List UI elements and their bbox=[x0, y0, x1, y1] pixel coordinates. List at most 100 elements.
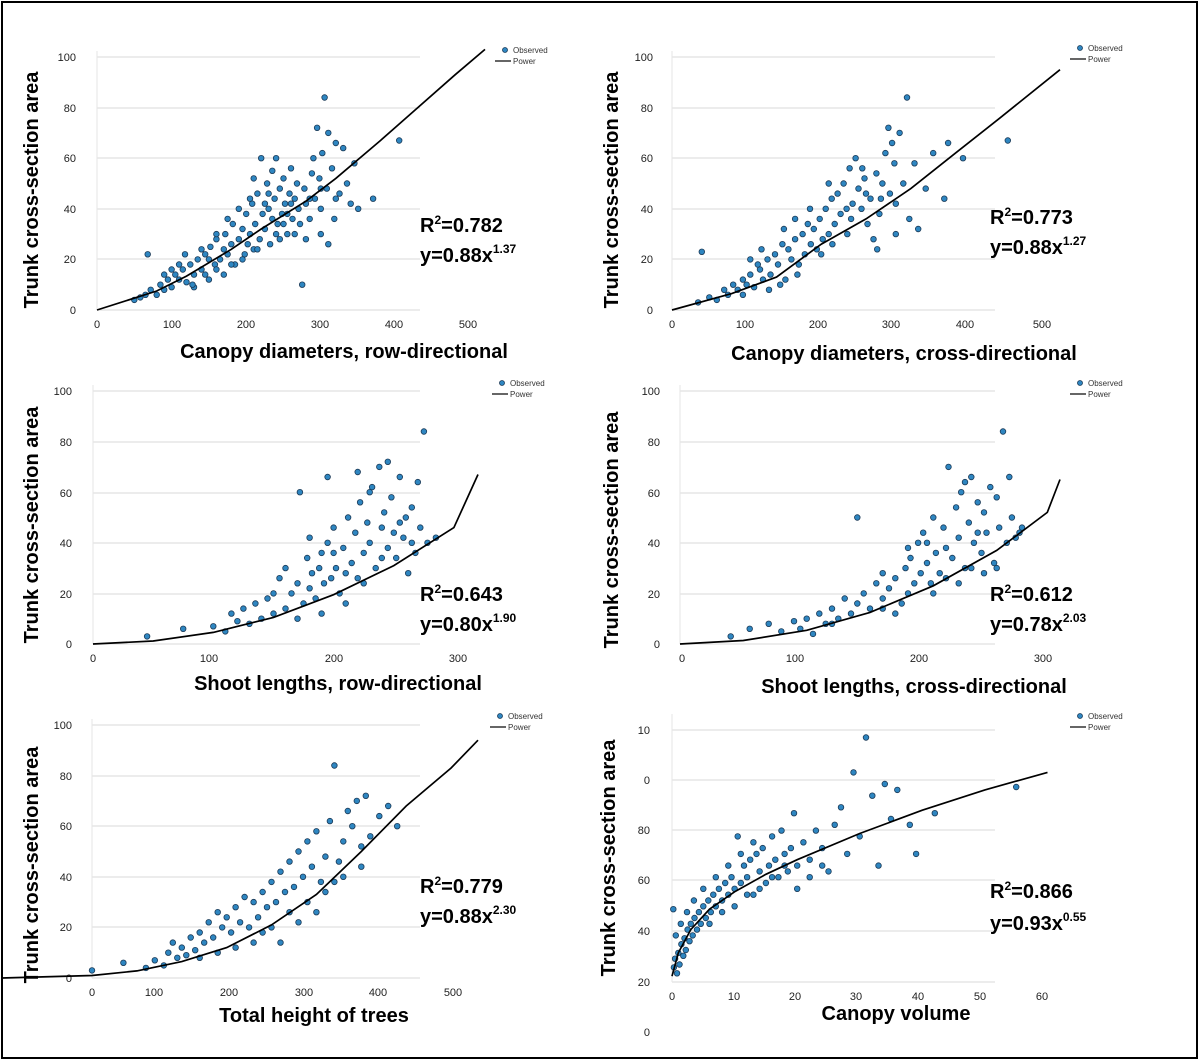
observed-point bbox=[354, 468, 361, 476]
observed-point bbox=[291, 230, 298, 238]
observed-point bbox=[930, 514, 937, 521]
observed-point bbox=[879, 595, 886, 602]
observed-point bbox=[750, 891, 757, 898]
observed-point bbox=[819, 235, 826, 243]
observed-point bbox=[794, 862, 801, 869]
observed-point bbox=[263, 904, 271, 911]
observed-point bbox=[120, 959, 127, 966]
observed-point bbox=[294, 580, 301, 587]
observed-point bbox=[686, 938, 693, 945]
panel-shoot-cross: 0 20 40 60 80 100 0 100 200 300 Observed Power R2=0.… bbox=[601, 379, 1123, 698]
observed-point bbox=[358, 843, 365, 850]
power-fit-line bbox=[671, 771, 1048, 977]
observed-point bbox=[328, 165, 336, 172]
observed-point bbox=[299, 873, 307, 880]
legend-observed-label: Observed bbox=[510, 379, 545, 388]
observed-point bbox=[756, 868, 763, 875]
y-tick-label: 40 bbox=[641, 204, 653, 216]
observed-point bbox=[784, 868, 791, 875]
observed-point bbox=[235, 235, 242, 243]
observed-point bbox=[313, 124, 321, 131]
observed-point bbox=[390, 529, 397, 536]
observed-point bbox=[332, 564, 340, 572]
observed-point bbox=[320, 580, 328, 587]
observed-point bbox=[322, 888, 329, 896]
y-axis-title: Trunk cross-section area bbox=[21, 406, 43, 644]
observed-point bbox=[258, 154, 265, 162]
y-tick-label: 80 bbox=[638, 825, 650, 837]
observed-point bbox=[906, 215, 913, 223]
legend-observed-marker bbox=[502, 47, 508, 53]
observed-point bbox=[894, 786, 901, 794]
x-tick-label: 200 bbox=[910, 653, 928, 665]
observed-point bbox=[299, 281, 306, 288]
observed-point bbox=[807, 240, 814, 248]
legend-observed-label: Observed bbox=[1088, 712, 1123, 721]
observed-point bbox=[695, 908, 703, 916]
observed-point bbox=[877, 195, 885, 202]
x-tick-label: 300 bbox=[882, 319, 900, 331]
observed-point bbox=[942, 544, 950, 552]
observed-point bbox=[803, 615, 810, 622]
observed-point bbox=[289, 215, 296, 223]
x-tick-label: 100 bbox=[163, 319, 181, 331]
observed-point bbox=[682, 946, 689, 954]
observed-point bbox=[867, 195, 874, 202]
observed-point bbox=[210, 623, 217, 630]
y-tick-label: 100 bbox=[635, 52, 653, 64]
observed-point bbox=[847, 215, 855, 223]
observed-point bbox=[834, 190, 841, 197]
observed-point bbox=[806, 205, 814, 212]
observed-point bbox=[911, 160, 918, 167]
observed-point bbox=[829, 240, 836, 248]
observed-point bbox=[157, 281, 164, 288]
observed-point bbox=[354, 575, 361, 582]
observed-point bbox=[923, 559, 931, 567]
legend-observed-marker bbox=[1077, 713, 1083, 719]
observed-point bbox=[144, 251, 151, 258]
observed-point bbox=[265, 205, 272, 212]
observed-point bbox=[837, 804, 845, 811]
observed-point bbox=[1013, 783, 1020, 791]
observed-point bbox=[680, 952, 687, 959]
observed-point bbox=[940, 524, 947, 531]
y-tick-label: 40 bbox=[638, 926, 650, 938]
equation-label: y=0.80x1.90 bbox=[420, 611, 517, 636]
observed-point bbox=[405, 570, 412, 577]
observed-point bbox=[672, 932, 679, 939]
observed-point bbox=[228, 240, 235, 248]
observed-point bbox=[743, 891, 751, 898]
observed-point bbox=[319, 149, 326, 157]
x-tick-label: 20 bbox=[789, 991, 801, 1003]
observed-point bbox=[316, 175, 323, 182]
observed-point bbox=[417, 524, 424, 531]
observed-point bbox=[366, 539, 373, 546]
observed-point bbox=[911, 580, 918, 587]
observed-point bbox=[999, 428, 1007, 435]
observed-point bbox=[229, 220, 236, 228]
observed-point bbox=[949, 554, 956, 562]
y-tick-label: 0 bbox=[644, 1027, 650, 1039]
observed-point bbox=[700, 903, 707, 910]
observed-point bbox=[892, 575, 899, 582]
observed-point bbox=[183, 279, 190, 286]
observed-point bbox=[376, 463, 383, 471]
observed-point bbox=[879, 180, 886, 187]
y-tick-label: 40 bbox=[648, 538, 660, 550]
y-tick-label: 20 bbox=[648, 589, 660, 601]
observed-point bbox=[213, 266, 220, 273]
observed-point bbox=[205, 276, 213, 283]
observed-point bbox=[961, 478, 969, 486]
legend-observed-marker bbox=[499, 380, 505, 386]
observed-point bbox=[747, 256, 754, 263]
observed-point bbox=[296, 220, 304, 228]
observed-point bbox=[846, 165, 853, 172]
observed-point bbox=[366, 489, 373, 496]
observed-point bbox=[816, 215, 823, 223]
observed-point bbox=[886, 190, 894, 197]
observed-point bbox=[205, 919, 212, 926]
observed-point bbox=[282, 605, 289, 612]
x-tick-label: 500 bbox=[444, 987, 462, 999]
y-tick-label: 0 bbox=[70, 305, 76, 317]
observed-point bbox=[396, 519, 403, 526]
